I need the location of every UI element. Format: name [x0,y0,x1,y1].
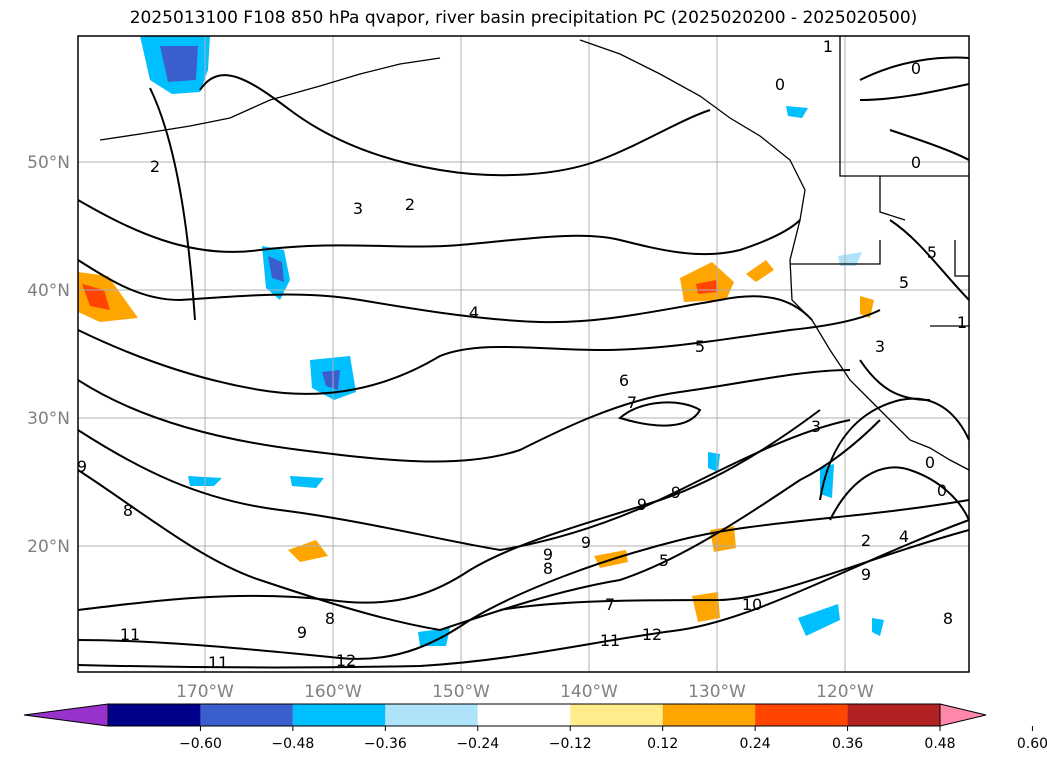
lon-label: 150°W [432,682,490,702]
colorbar-tick-label: 0.12 [647,736,678,752]
contour-label: 5 [899,273,909,292]
precip-blob [268,256,284,282]
contour-label: 12 [336,651,356,670]
precip-blob [746,260,774,282]
map-frame [77,35,970,673]
qvapor-contours [77,56,970,669]
colorbar-bin [662,704,756,726]
contour-label: 12 [642,625,662,644]
contour-label: 9 [861,565,871,584]
lon-label: 120°W [816,682,874,702]
contour-label: 9 [671,483,681,502]
contour-label: 5 [659,551,669,570]
precip-blob [78,272,138,322]
colorbar-bin [108,704,201,726]
contour-label: 2 [405,195,415,214]
contour-label: 3 [353,199,363,218]
contour-label: 0 [925,453,935,472]
precip-blob [322,370,340,390]
contour-label: 5 [695,337,705,356]
contour-label: 11 [600,631,620,650]
colorbar-bin [755,704,848,726]
contour-label: 8 [325,609,335,628]
lat-label: 20°N [27,537,70,557]
contour-label: 7 [605,595,615,614]
contour-label: 0 [911,153,921,172]
precip-blob [708,452,720,472]
latitude-labels: 50°N 40°N 30°N 20°N [27,153,70,557]
contour-label: 7 [627,393,637,412]
colorbar-bin [385,704,478,726]
contour-label: 3 [811,417,821,436]
contour-label: 5 [927,243,937,262]
lat-label: 30°N [27,409,70,429]
longitude-labels: 170°W 160°W 150°W 140°W 130°W 120°W [176,682,874,702]
precip-blob [288,540,328,562]
contour-label: 2 [150,157,160,176]
colorbar-tick-label: −0.36 [364,736,407,752]
contour-label: 9 [543,545,553,564]
contour-label: 8 [123,501,133,520]
contour-label: 0 [911,59,921,78]
contour-label: 9 [77,457,87,476]
contour-label: 11 [120,625,140,644]
colorbar-tick-label: −0.24 [456,736,499,752]
colorbar-bin [200,704,293,726]
colorbar-extend-low [23,703,109,727]
colorbar-frame [107,703,941,727]
contour-label: 4 [899,527,909,546]
colorbar-tick-label: −0.48 [271,736,314,752]
precip-blob [290,476,324,488]
precip-blob [820,464,834,498]
precip-shading [78,36,884,646]
lat-label: 50°N [27,153,70,173]
contour-label: 1 [957,313,967,332]
contour-label: 2 [861,531,871,550]
colorbar-bin [847,704,940,726]
precip-blob [692,592,720,622]
colorbar-bin [570,704,663,726]
colorbar-extend-high [939,703,987,727]
colorbar-tick-label: 0.48 [924,736,955,752]
colorbar-tick-label: −0.12 [549,736,592,752]
precip-blob [798,604,840,636]
contour-label: 10 [742,595,762,614]
precip-blob [786,106,808,118]
colorbar-bin [292,704,386,726]
precip-blob [860,296,874,318]
contour-label: 8 [543,559,553,578]
contour-label: 6 [619,371,629,390]
contour-label: 0 [937,481,947,500]
contour-label: 1 [823,37,833,56]
colorbar-bin [477,704,571,726]
lon-label: 140°W [560,682,618,702]
colorbar: −0.60 −0.48 −0.36 −0.24 −0.12 0.12 0.24 0.36 0.4… [23,703,1047,752]
contour-label: 4 [469,303,479,322]
contour-label: 0 [775,75,785,94]
contour-label: 9 [637,495,647,514]
contour-label: 11 [208,653,228,672]
contour-label: 9 [581,533,591,552]
colorbar-tick-label: 0.24 [740,736,771,752]
lon-label: 160°W [304,682,362,702]
lon-label: 170°W [176,682,234,702]
colorbar-tick-label: 0.36 [832,736,863,752]
lat-label: 40°N [27,281,70,301]
precip-blob [160,46,198,82]
contour-label: 3 [875,337,885,356]
contour-label: 8 [943,609,953,628]
precip-blob [418,628,450,646]
precip-blob [872,618,884,636]
lon-label: 130°W [688,682,746,702]
map-title: 2025013100 F108 850 hPa qvapor, river ba… [129,8,918,28]
graticule [78,36,969,672]
coastlines [99,36,970,471]
contour-label: 9 [297,623,307,642]
precip-blob [838,252,862,266]
colorbar-tick-label: 0.60 [1017,736,1047,752]
colorbar-tick-label: −0.60 [179,736,222,752]
